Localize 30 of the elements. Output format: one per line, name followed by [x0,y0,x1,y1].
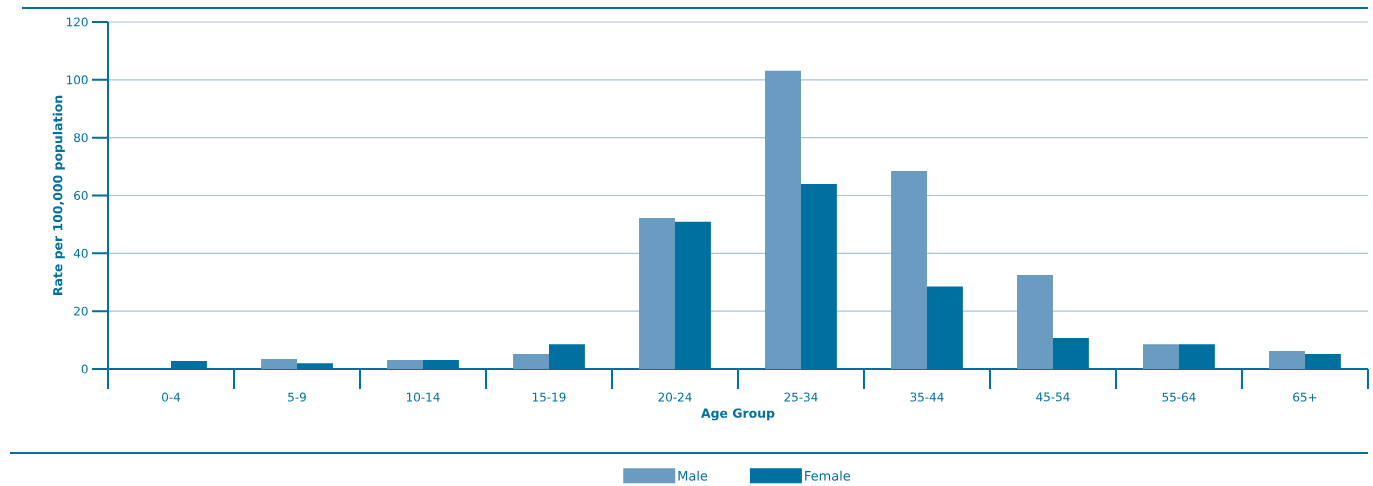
bar [1143,344,1179,369]
bar [261,358,297,369]
y-tick-label: 40 [73,248,88,258]
y-tick-label: 0 [81,364,88,374]
x-tick-label: 20-24 [658,392,692,402]
x-tick-label: 10-14 [406,392,440,402]
bar [765,70,801,369]
legend-label: Female [805,470,851,481]
x-tick-label: 5-9 [288,392,306,402]
bar [513,353,549,369]
bar [891,170,927,369]
x-tick-label: 25-34 [784,392,818,402]
y-tick-label: 100 [66,75,88,85]
y-tick-label: 120 [66,17,88,27]
bar [639,218,675,369]
bar [387,360,423,369]
bar [1017,275,1053,369]
y-tick-label: 60 [74,190,88,201]
x-tick-label: 15-19 [532,392,566,402]
bar [1269,351,1305,369]
x-tick-label: 65+ [1293,392,1317,402]
y-tick-label: 80 [74,133,88,143]
x-tick-label: 35-44 [910,392,944,402]
x-tick-label: 0-4 [162,392,181,402]
y-axis-title: Rate per 100,000 population [52,95,65,295]
x-axis-title: Age Group [701,408,775,421]
x-tick-label: 45-54 [1036,392,1070,402]
legend-label: Male [678,470,708,481]
x-tick-label: 55-64 [1162,392,1196,402]
y-tick-label: 20 [74,306,88,316]
